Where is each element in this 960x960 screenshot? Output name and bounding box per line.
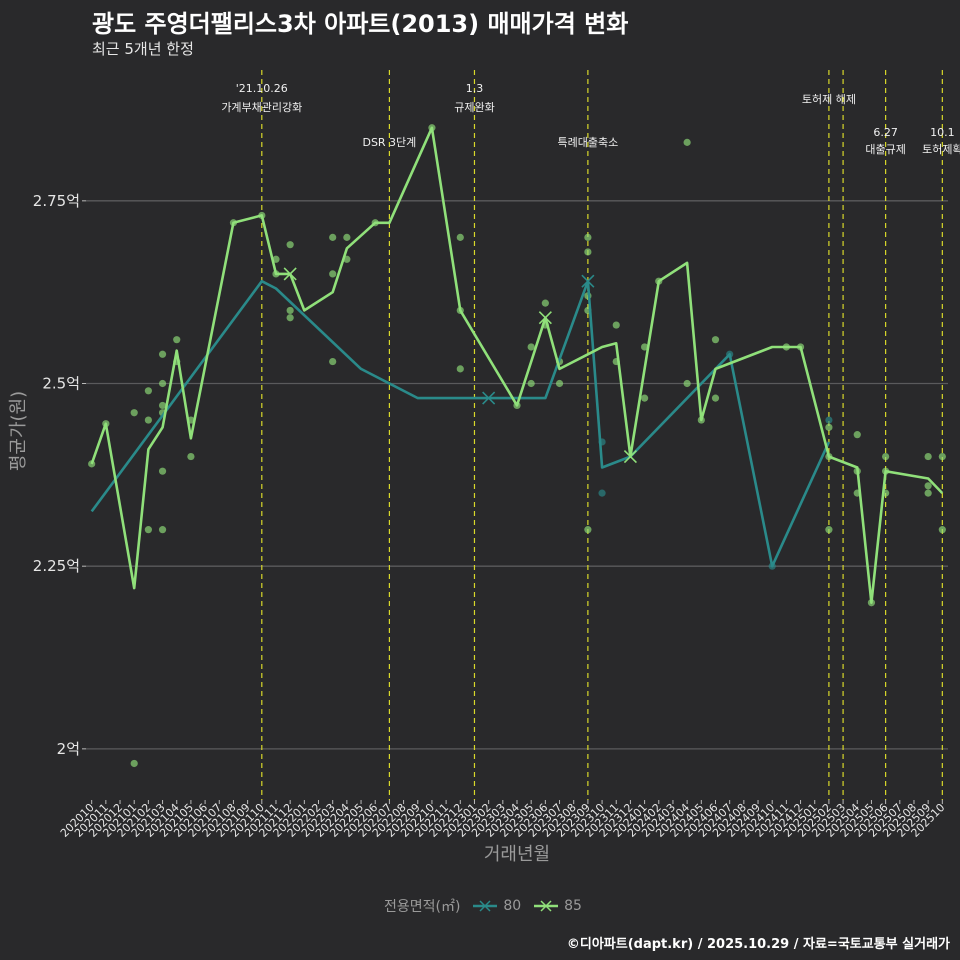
- event-label: 대출규제: [865, 143, 905, 156]
- y-tick-label: 2.25억: [33, 557, 80, 575]
- scatter-point: [640, 343, 649, 351]
- event-label: 토허제확: [922, 143, 960, 156]
- credit-text: ©디아파트(dapt.kr) / 2025.10.29 / 자료=국토교통부 실…: [566, 937, 950, 952]
- scatter-point: [640, 394, 649, 402]
- event-label: 특례대출축소: [558, 136, 619, 149]
- legend-swatch-80: [472, 900, 497, 912]
- scatter-point: [329, 357, 337, 366]
- y-tick-label: 2.5억: [42, 375, 80, 393]
- event-label: 토허제 해제: [802, 92, 856, 106]
- scatter-point: [584, 233, 592, 241]
- scatter-point: [158, 401, 167, 410]
- scatter-point: [598, 489, 606, 497]
- legend-title: 전용면적(㎡): [384, 899, 461, 915]
- scatter-point: [286, 306, 294, 315]
- scatter-point: [541, 299, 549, 307]
- scatter-point: [711, 336, 720, 344]
- scatter-point: [924, 489, 932, 497]
- event-label: DSR 3단계: [362, 136, 416, 149]
- scatter-point: [584, 526, 592, 534]
- event-label: '21.10.26: [236, 82, 288, 95]
- event-label: 10.1: [930, 126, 955, 139]
- series-marker-85: [283, 267, 297, 281]
- chart-subtitle: 최근 5개년 한정: [92, 40, 194, 58]
- scatter-point: [825, 416, 833, 424]
- scatter-point: [187, 452, 195, 461]
- scatter-point: [286, 241, 294, 249]
- scatter-point: [683, 379, 691, 388]
- scatter-point: [924, 452, 932, 461]
- scatter-point: [527, 379, 535, 388]
- scatter-point: [527, 343, 535, 351]
- scatter-point: [711, 394, 720, 402]
- scatter-point: [882, 452, 890, 461]
- scatter-point: [456, 365, 464, 373]
- scatter-point: [343, 233, 351, 241]
- scatter-point: [158, 350, 167, 358]
- legend-label-80: 80: [503, 898, 522, 914]
- series-marker-85: [538, 311, 552, 325]
- scatter-point: [825, 423, 833, 431]
- scatter-point: [144, 387, 152, 395]
- x-axis-title: 거래년월: [484, 844, 550, 865]
- chart-title: 광도 주영더팰리스3차 아파트(2013) 매매가격 변화: [92, 10, 629, 38]
- scatter-point: [924, 482, 932, 490]
- scatter-point: [158, 526, 167, 534]
- series-marker-85: [623, 450, 637, 464]
- series-line-85: [90, 126, 944, 604]
- scatter-point: [329, 233, 337, 241]
- scatter-point: [158, 379, 167, 388]
- legend-swatch-85: [533, 900, 558, 912]
- event-label: 1.3: [466, 82, 484, 95]
- scatter-point: [555, 379, 564, 388]
- scatter-point: [853, 431, 861, 439]
- y-tick-label: 2.75억: [33, 192, 80, 210]
- scatter-point: [130, 409, 138, 417]
- scatter-point: [286, 314, 294, 322]
- scatter-point: [825, 526, 833, 534]
- scatter-point: [329, 270, 337, 278]
- y-axis-title: 평균가(원): [8, 391, 29, 471]
- scatter-point: [130, 759, 138, 768]
- scatter-point: [173, 336, 181, 344]
- scatter-point: [144, 416, 152, 424]
- scatter-point: [612, 321, 620, 329]
- series-line-80: [90, 279, 831, 568]
- event-label: 규제완화: [454, 101, 494, 114]
- event-label: 6.27: [873, 126, 898, 139]
- y-tick-label: 2억: [57, 740, 80, 758]
- legend: 전용면적(㎡) 80 85: [0, 896, 960, 916]
- series-marker-80: [482, 391, 496, 405]
- scatter-point: [938, 526, 946, 534]
- legend-item-80[interactable]: 80: [471, 898, 521, 914]
- scatter-point: [584, 248, 592, 256]
- scatter-point: [683, 138, 691, 146]
- legend-item-85[interactable]: 85: [532, 898, 582, 914]
- legend-label-85: 85: [564, 898, 582, 914]
- scatter-point: [144, 526, 152, 534]
- event-label: 가계부채관리강화: [221, 101, 302, 114]
- scatter-point: [938, 452, 946, 461]
- scatter-point: [456, 233, 464, 241]
- series-marker-80: [581, 274, 595, 288]
- scatter-point: [158, 467, 167, 475]
